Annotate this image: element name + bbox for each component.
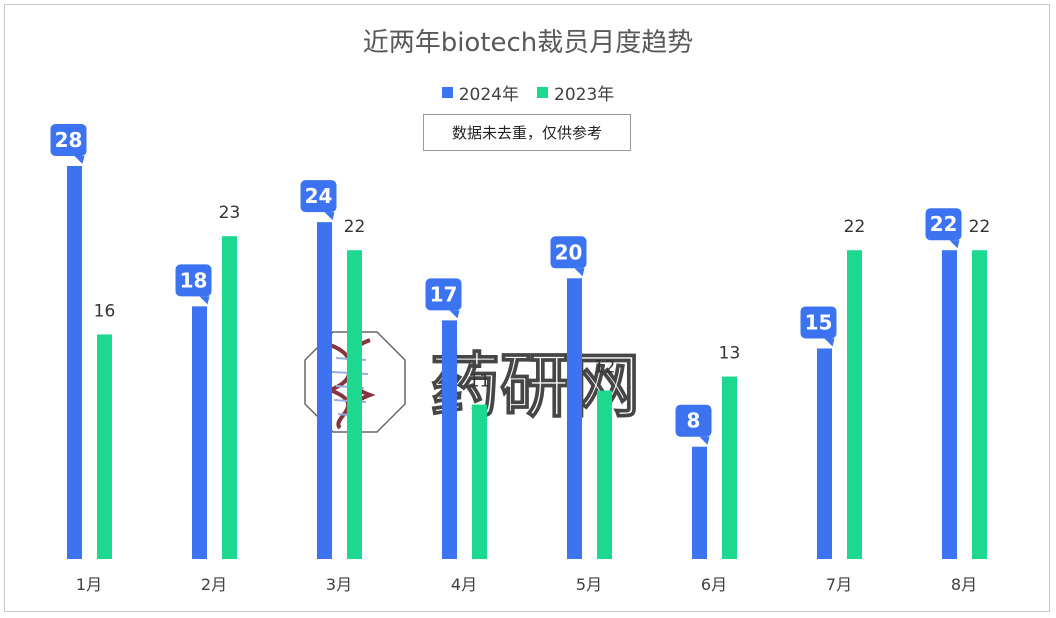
x-tick-label: 6月 xyxy=(701,575,727,594)
legend-label-2024: 2024年 xyxy=(458,85,519,105)
callout-bubble xyxy=(425,278,462,311)
callout-bubble xyxy=(800,306,837,339)
data-label-2023: 13 xyxy=(719,344,741,364)
data-label-2023: 16 xyxy=(94,301,116,321)
data-label-callout: 8 xyxy=(675,404,712,445)
legend: 2024年 2023年 xyxy=(0,80,1056,105)
data-label-2023: 22 xyxy=(344,217,366,237)
callout-pointer xyxy=(699,436,710,445)
note-box: 数据未去重，仅供参考 xyxy=(423,114,631,151)
x-tick-label: 5月 xyxy=(576,575,602,594)
x-tick-label: 4月 xyxy=(451,575,477,594)
data-label-callout: 28 xyxy=(50,124,87,164)
x-tick-label: 2月 xyxy=(201,575,227,594)
bar-2024 xyxy=(67,166,82,559)
bar-2023 xyxy=(597,390,612,559)
data-label-2023: 12 xyxy=(594,358,616,378)
x-tick-label: 7月 xyxy=(826,575,852,594)
bar-2023 xyxy=(722,376,737,559)
data-label-2024: 28 xyxy=(55,128,83,152)
x-axis-ticks: 1月 2月 3月 4月 5月 6月 7月 8月 xyxy=(76,575,977,594)
legend-swatch-2024 xyxy=(441,87,453,98)
callout-pointer xyxy=(74,156,85,164)
data-label-2024: 22 xyxy=(930,212,958,236)
data-label-2023: 11 xyxy=(469,372,491,392)
data-label-callout: 24 xyxy=(300,180,337,221)
bar-2024 xyxy=(317,222,332,559)
x-tick-label: 1月 xyxy=(76,575,102,594)
data-label-callout: 20 xyxy=(550,236,587,277)
data-label-2024: 24 xyxy=(305,184,333,208)
bar-2023 xyxy=(222,236,237,559)
data-label-2023: 22 xyxy=(844,217,866,237)
bar-2023 xyxy=(847,250,862,559)
x-tick-label: 8月 xyxy=(951,575,977,594)
bars-group xyxy=(67,166,987,559)
bar-2024 xyxy=(942,250,957,559)
bar-2024 xyxy=(817,348,832,559)
callout-bubble xyxy=(675,404,712,437)
callout-pointer xyxy=(574,268,585,277)
callout-pointer xyxy=(199,296,210,305)
callout-pointer xyxy=(949,240,960,249)
callout-pointer xyxy=(824,338,835,347)
callout-bubble xyxy=(550,236,587,269)
data-label-callout: 17 xyxy=(425,278,462,319)
bar-2024 xyxy=(692,446,707,559)
data-label-2024: 8 xyxy=(687,409,701,433)
bar-2024 xyxy=(567,278,582,559)
bar-2023 xyxy=(347,250,362,559)
legend-label-2023: 2023年 xyxy=(554,85,615,105)
data-label-2024: 17 xyxy=(430,282,458,306)
chart-title: 近两年biotech裁员月度趋势 xyxy=(362,28,694,58)
legend-item-2023: 2023年 xyxy=(537,80,614,105)
callout-pointer xyxy=(449,310,460,319)
data-label-2024: 18 xyxy=(180,268,208,292)
data-label-2024: 15 xyxy=(805,310,833,334)
legend-item-2024: 2024年 xyxy=(441,80,519,105)
data-label-callout: 18 xyxy=(175,264,212,305)
data-label-callout: 22 xyxy=(925,208,962,249)
bar-2023 xyxy=(972,250,987,559)
labels-group: 28 16 18 23 24 22 17 11 20 12 8 13 15 22 22 22 xyxy=(50,124,991,445)
data-label-2023: 23 xyxy=(219,203,241,223)
watermark-octagon xyxy=(304,331,406,433)
legend-swatch-2023 xyxy=(537,87,548,98)
callout-pointer xyxy=(324,212,335,221)
callout-bubble xyxy=(175,264,212,297)
data-label-2024: 20 xyxy=(555,240,583,264)
bar-2023 xyxy=(472,404,487,559)
callout-bubble xyxy=(300,180,337,213)
bar-2023 xyxy=(97,334,112,559)
callout-bubble xyxy=(50,124,87,156)
bar-2024 xyxy=(192,306,207,559)
bar-2024 xyxy=(442,320,457,559)
x-tick-label: 3月 xyxy=(326,575,352,594)
data-label-callout: 15 xyxy=(800,306,837,347)
callout-bubble xyxy=(925,208,962,241)
note-text: 数据未去重，仅供参考 xyxy=(451,124,602,142)
data-label-2023: 22 xyxy=(969,217,991,237)
chart-frame xyxy=(4,4,1050,612)
